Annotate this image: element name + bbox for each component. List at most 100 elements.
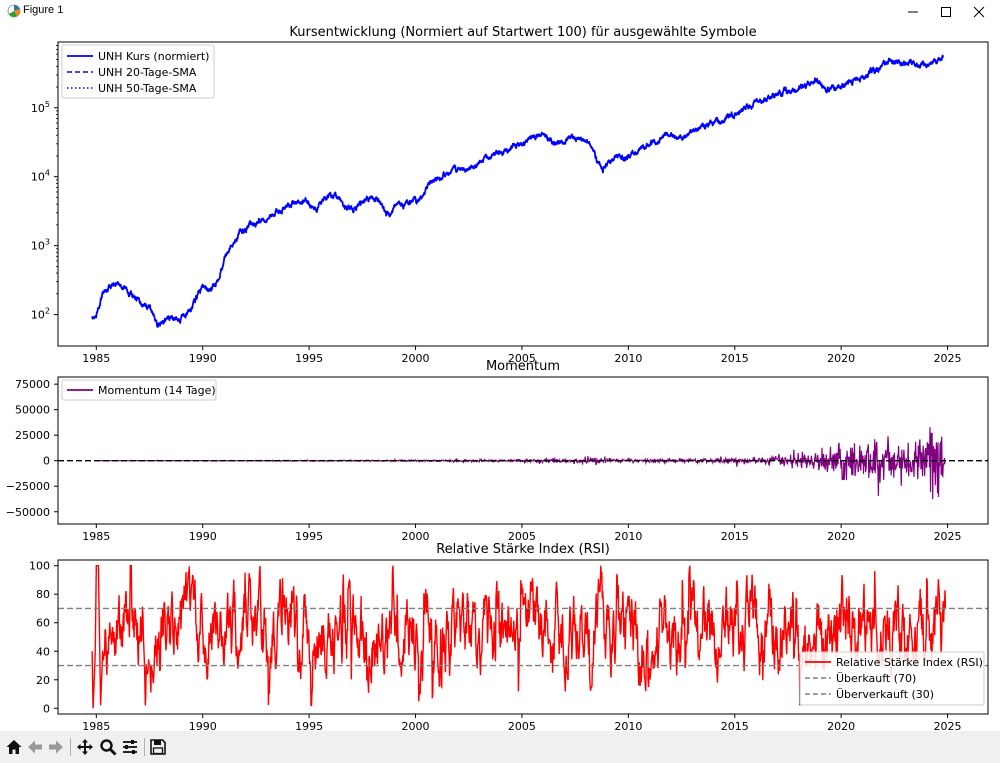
momentum-series-line: [96, 427, 946, 500]
rsi-xtick-label: 1995: [295, 720, 323, 731]
toolbar-separator: [144, 738, 145, 756]
price-ytick-label: 104: [31, 169, 50, 184]
rsi-xtick-label: 2015: [721, 720, 749, 731]
rsi-ytick-label: 40: [36, 645, 50, 658]
legend-label-price: UNH Kurs (normiert): [98, 50, 209, 63]
rsi-xtick-label: 2010: [614, 720, 642, 731]
rsi-axes: Relative Stärke Index (RSI) 1985 1990 1995…: [29, 542, 989, 733]
forward-button[interactable]: [45, 736, 67, 758]
rsi-ytick-label: 80: [36, 588, 50, 601]
zoom-button[interactable]: [97, 736, 119, 758]
momentum-x-ticks: 1985 1990 1995 2000 2005 2010 2015 2020 2025: [82, 524, 962, 543]
configure-icon: [123, 740, 137, 754]
momentum-ytick-label: 75000: [15, 378, 50, 391]
momentum-chart-title: Momentum: [486, 359, 560, 374]
momentum-ytick-label: −25000: [6, 480, 50, 493]
momentum-xtick-label: 2000: [402, 530, 430, 543]
toolbar-separator: [70, 738, 71, 756]
price-chart-title: Kursentwicklung (Normiert auf Startwert …: [289, 25, 756, 40]
price-xtick-label: 1995: [295, 352, 323, 365]
rsi-axes-frame: [57, 559, 989, 715]
minimize-button[interactable]: [897, 0, 929, 23]
close-button[interactable]: [963, 0, 995, 23]
save-button[interactable]: [147, 736, 169, 758]
momentum-legend-box: [61, 379, 217, 401]
rsi-xtick-label: 1990: [189, 720, 217, 731]
rsi-legend: Relative Stärke Index (RSI) Überkauft (7…: [799, 651, 985, 706]
price-legend: UNH Kurs (normiert) UNH 20-Tage-SMA UNH …: [61, 44, 215, 99]
rsi-chart-title: Relative Stärke Index (RSI): [436, 542, 610, 557]
home-icon: [6, 740, 22, 754]
rsi-xtick-label: 2025: [934, 720, 962, 731]
rsi-xtick-label: 2000: [402, 720, 430, 731]
price-xtick-label: 2000: [402, 352, 430, 365]
momentum-y-ticks: −50000 −25000 0 25000 50000 75000: [6, 378, 58, 519]
legend-label-momentum: Momentum (14 Tage): [98, 384, 216, 397]
momentum-ytick-label: 0: [43, 455, 50, 468]
price-axes: Kursentwicklung (Normiert auf Startwert …: [31, 25, 989, 365]
rsi-ytick-label: 100: [29, 560, 50, 573]
figure-canvas[interactable]: Kursentwicklung (Normiert auf Startwert …: [0, 23, 1000, 733]
momentum-axes: Momentum 1985 1990 1995 2000 2005 2010 2015 202…: [6, 359, 989, 543]
window-titlebar: Figure 1: [0, 0, 1000, 23]
legend-label-overbought: Überkauft (70): [836, 672, 916, 685]
price-ytick-label: 105: [31, 100, 50, 115]
momentum-ytick-label: −50000: [6, 506, 50, 519]
window-title: Figure 1: [23, 4, 64, 16]
price-xtick-label: 1990: [189, 352, 217, 365]
home-button[interactable]: [3, 736, 25, 758]
rsi-xtick-label: 1985: [82, 720, 110, 731]
price-legend-box: [61, 44, 215, 99]
rsi-ytick-label: 0: [43, 702, 50, 715]
rsi-legend-box: [799, 651, 985, 706]
price-ytick-label: 103: [31, 238, 50, 253]
momentum-xtick-label: 1995: [295, 530, 323, 543]
save-icon: [150, 739, 166, 755]
momentum-ytick-label: 50000: [15, 404, 50, 417]
price-xtick-label: 2010: [614, 352, 642, 365]
price-xtick-label: 2025: [934, 352, 962, 365]
price-xtick-label: 2020: [827, 352, 855, 365]
pan-icon: [77, 739, 93, 755]
legend-label-sma20: UNH 20-Tage-SMA: [98, 66, 197, 79]
price-y-ticks: 102 103 104 105: [31, 45, 58, 322]
rsi-xtick-label: 2005: [508, 720, 536, 731]
momentum-xtick-label: 2015: [721, 530, 749, 543]
rsi-ytick-label: 20: [36, 674, 50, 687]
price-axes-frame: [57, 41, 989, 347]
pan-button[interactable]: [74, 736, 96, 758]
forward-icon: [49, 740, 63, 754]
price-series-line: [91, 54, 945, 328]
price-xtick-label: 2015: [721, 352, 749, 365]
back-icon: [28, 740, 42, 754]
price-xtick-label: 1985: [82, 352, 110, 365]
price-xtick-label: 2005: [508, 352, 536, 365]
rsi-ytick-label: 60: [36, 617, 50, 630]
maximize-button[interactable]: [930, 0, 962, 23]
maximize-icon: [941, 6, 951, 17]
momentum-xtick-label: 2005: [508, 530, 536, 543]
rsi-xtick-label: 2020: [827, 720, 855, 731]
price-x-ticks: 1985 1990 1995 2000 2005 2010 2015 2020 2025: [82, 346, 962, 365]
legend-label-oversold: Überverkauft (30): [836, 688, 934, 701]
rsi-x-ticks: 1985 1990 1995 2000 2005 2010 2015 2020 2025: [82, 714, 962, 733]
back-button[interactable]: [24, 736, 46, 758]
momentum-ytick-label: 25000: [15, 429, 50, 442]
momentum-axes-frame: [57, 376, 989, 525]
configure-subplots-button[interactable]: [119, 736, 141, 758]
price-ytick-label: 102: [31, 307, 50, 322]
momentum-xtick-label: 1985: [82, 530, 110, 543]
close-icon: [973, 6, 985, 17]
momentum-xtick-label: 2020: [827, 530, 855, 543]
navigation-toolbar: [0, 731, 1000, 763]
momentum-legend: Momentum (14 Tage): [61, 379, 217, 401]
legend-label-rsi: Relative Stärke Index (RSI): [836, 656, 983, 669]
momentum-xtick-label: 2010: [614, 530, 642, 543]
matplotlib-app-icon: [7, 4, 21, 18]
rsi-y-ticks: 0 20 40 60 80 100: [29, 560, 58, 715]
momentum-xtick-label: 1990: [189, 530, 217, 543]
momentum-xtick-label: 2025: [934, 530, 962, 543]
legend-label-sma50: UNH 50-Tage-SMA: [98, 82, 197, 95]
zoom-icon: [100, 739, 117, 756]
figure-svg: Kursentwicklung (Normiert auf Startwert …: [6, 25, 989, 733]
